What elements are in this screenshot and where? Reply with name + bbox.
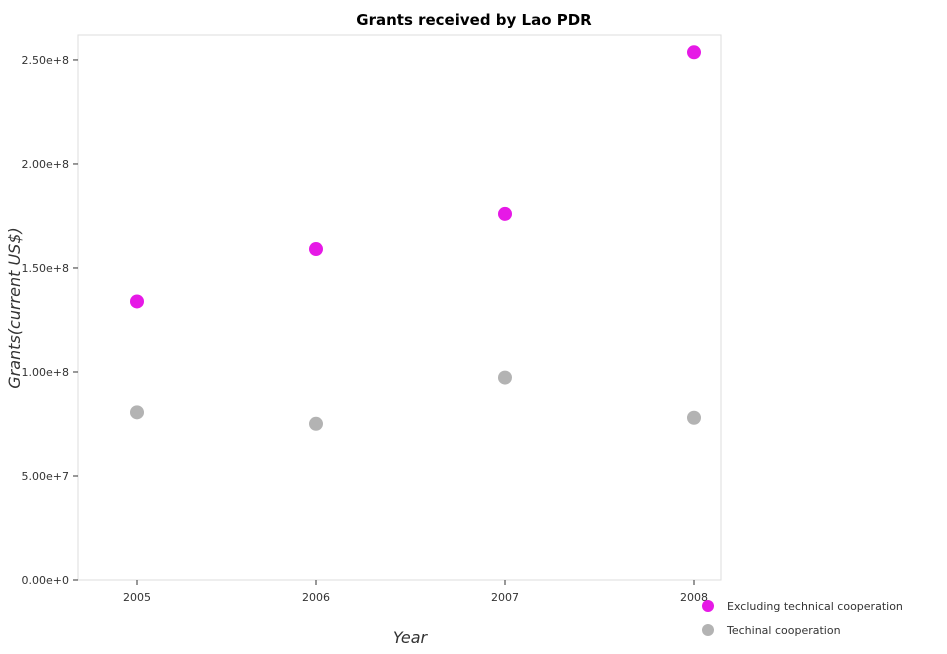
data-point-series-2 bbox=[130, 405, 144, 420]
legend-marker bbox=[702, 624, 714, 636]
data-point-series-2 bbox=[309, 416, 323, 431]
y-tick-label: 1.00e+8 bbox=[22, 366, 69, 379]
data-point-series-1 bbox=[498, 206, 512, 221]
legend-label: Excluding technical cooperation bbox=[727, 600, 903, 613]
x-tick-label: 2005 bbox=[123, 591, 151, 604]
legend: Excluding technical cooperation Techinal … bbox=[702, 600, 903, 637]
x-tick-label: 2008 bbox=[680, 591, 708, 604]
legend-marker bbox=[702, 600, 714, 612]
x-tick-label: 2006 bbox=[302, 591, 330, 604]
y-tick-label: 2.00e+8 bbox=[22, 158, 69, 171]
legend-label: Techinal cooperation bbox=[726, 624, 841, 637]
x-axis-label: Year bbox=[393, 628, 429, 647]
y-tick-label: 0.00e+0 bbox=[22, 574, 69, 587]
data-point-series-1 bbox=[687, 45, 701, 60]
data-points bbox=[130, 45, 701, 431]
y-axis-label: Grants(current US$) bbox=[5, 227, 24, 389]
y-tick-label: 5.00e+7 bbox=[22, 470, 69, 483]
chart-title: Grants received by Lao PDR bbox=[356, 11, 592, 29]
plot-frame bbox=[77, 34, 722, 581]
x-tick-label: 2007 bbox=[491, 591, 519, 604]
data-point-series-2 bbox=[498, 370, 512, 385]
y-tick-label: 2.50e+8 bbox=[22, 54, 69, 67]
axes: 0.00e+0 5.00e+7 1.00e+8 1.50e+8 2.00e+8 2.50e… bbox=[22, 54, 708, 604]
data-point-series-1 bbox=[309, 242, 323, 257]
y-tick-label: 1.50e+8 bbox=[22, 262, 69, 275]
data-point-series-2 bbox=[687, 410, 701, 425]
data-point-series-1 bbox=[130, 294, 144, 309]
